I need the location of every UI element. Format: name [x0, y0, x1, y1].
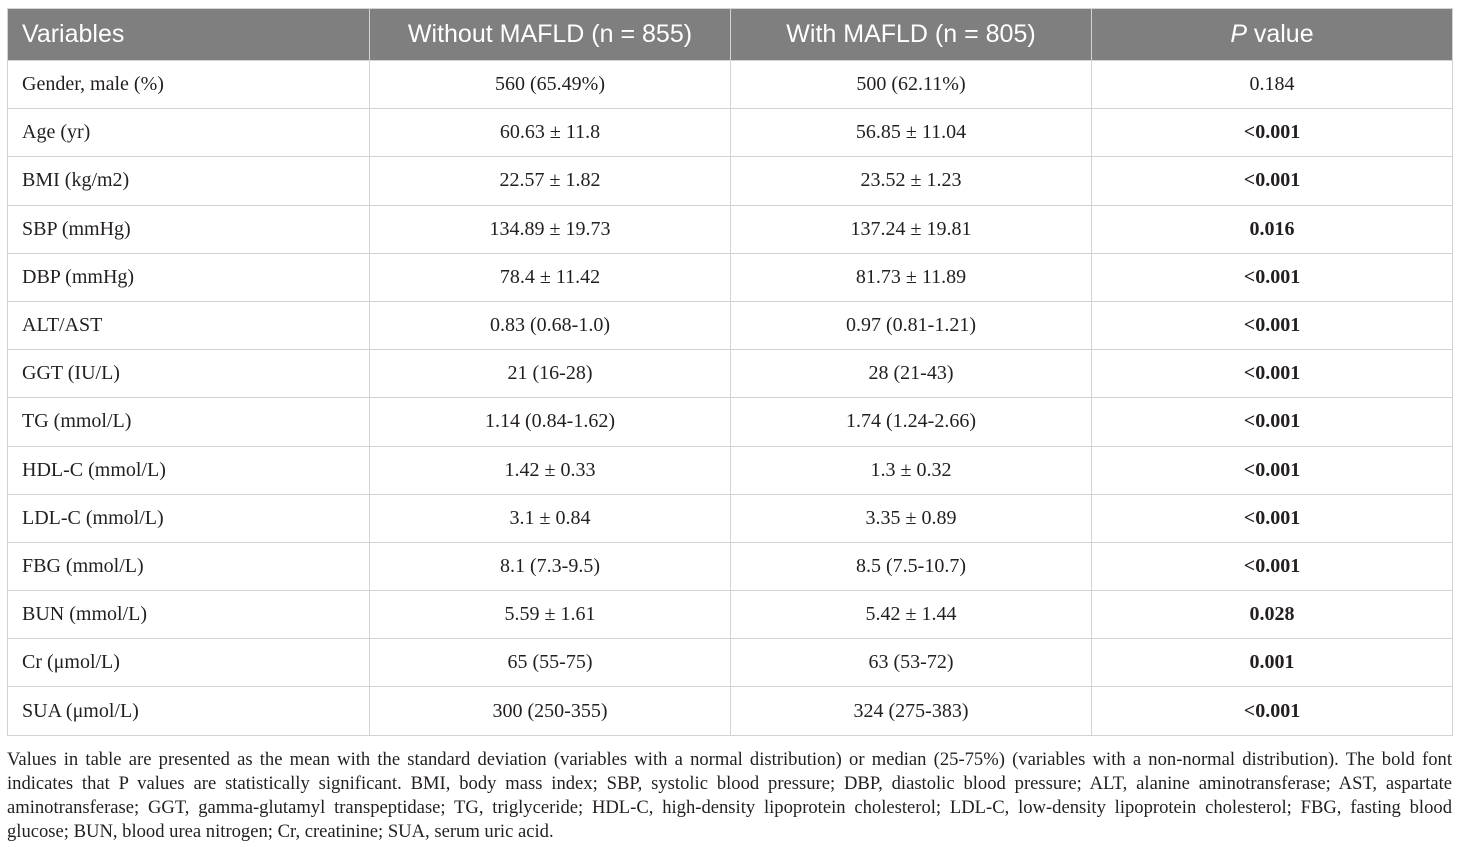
cell-p-value: <0.001: [1091, 493, 1453, 543]
cell-without-mafld: 65 (55-75): [369, 638, 731, 688]
cell-without-mafld: 3.1 ± 0.84: [369, 493, 731, 543]
cell-variable: ALT/AST: [7, 300, 370, 351]
cell-p-value: <0.001: [1091, 349, 1453, 399]
table-row: Cr (μmol/L) 65 (55-75) 63 (53-72) 0.001: [7, 638, 1453, 688]
cell-p-value: <0.001: [1091, 252, 1453, 302]
cell-without-mafld: 1.42 ± 0.33: [369, 445, 731, 495]
cell-with-mafld: 3.35 ± 0.89: [730, 493, 1092, 543]
cell-variable: HDL-C (mmol/L): [7, 445, 370, 495]
table-row: BUN (mmol/L) 5.59 ± 1.61 5.42 ± 1.44 0.028: [7, 590, 1453, 640]
header-without-mafld: Without MAFLD (n = 855): [369, 8, 731, 61]
cell-p-value: <0.001: [1091, 541, 1453, 592]
cell-variable: LDL-C (mmol/L): [7, 493, 370, 543]
cell-variable: GGT (IU/L): [7, 349, 370, 399]
table-row: GGT (IU/L) 21 (16-28) 28 (21-43) <0.001: [7, 349, 1453, 399]
cell-without-mafld: 22.57 ± 1.82: [369, 156, 731, 206]
cell-variable: SUA (μmol/L): [7, 686, 370, 736]
cell-variable: Age (yr): [7, 108, 370, 158]
header-variables: Variables: [7, 8, 370, 61]
table-body: Gender, male (%) 560 (65.49%) 500 (62.11%)…: [7, 59, 1453, 736]
table-row: Gender, male (%) 560 (65.49%) 500 (62.11%)…: [7, 59, 1453, 110]
cell-without-mafld: 21 (16-28): [369, 349, 731, 399]
header-p-italic: P: [1230, 20, 1248, 48]
cell-p-value: 0.028: [1091, 590, 1453, 640]
table-header: Variables Without MAFLD (n = 855) With M…: [7, 8, 1453, 61]
cell-with-mafld: 324 (275-383): [730, 686, 1092, 736]
cell-without-mafld: 560 (65.49%): [369, 59, 731, 110]
table-row: FBG (mmol/L) 8.1 (7.3-9.5) 8.5 (7.5-10.7) <…: [7, 541, 1453, 592]
table-row: ALT/AST 0.83 (0.68-1.0) 0.97 (0.81-1.21) <0…: [7, 300, 1453, 351]
cell-variable: SBP (mmHg): [7, 204, 370, 254]
cell-without-mafld: 8.1 (7.3-9.5): [369, 541, 731, 592]
table-row: LDL-C (mmol/L) 3.1 ± 0.84 3.35 ± 0.89 <0.00…: [7, 493, 1453, 543]
cell-with-mafld: 63 (53-72): [730, 638, 1092, 688]
cell-with-mafld: 8.5 (7.5-10.7): [730, 541, 1092, 592]
cell-p-value: <0.001: [1091, 300, 1453, 351]
table-footnote: Values in table are presented as the mea…: [7, 748, 1452, 842]
cell-p-value: 0.184: [1091, 59, 1453, 110]
cell-with-mafld: 28 (21-43): [730, 349, 1092, 399]
table-row: BMI (kg/m2) 22.57 ± 1.82 23.52 ± 1.23 <0.00…: [7, 156, 1453, 206]
cell-p-value: <0.001: [1091, 686, 1453, 736]
table-row: SBP (mmHg) 134.89 ± 19.73 137.24 ± 19.81 0.…: [7, 204, 1453, 254]
cell-p-value: 0.001: [1091, 638, 1453, 688]
cell-variable: Gender, male (%): [7, 59, 370, 110]
cell-with-mafld: 500 (62.11%): [730, 59, 1092, 110]
table-row: HDL-C (mmol/L) 1.42 ± 0.33 1.3 ± 0.32 <0.00…: [7, 445, 1453, 495]
header-with-mafld: With MAFLD (n = 805): [730, 8, 1092, 61]
cell-p-value: 0.016: [1091, 204, 1453, 254]
cell-with-mafld: 5.42 ± 1.44: [730, 590, 1092, 640]
data-table: Variables Without MAFLD (n = 855) With M…: [7, 8, 1453, 736]
table-container: Variables Without MAFLD (n = 855) With M…: [7, 8, 1453, 844]
cell-p-value: <0.001: [1091, 445, 1453, 495]
cell-without-mafld: 5.59 ± 1.61: [369, 590, 731, 640]
table-row: DBP (mmHg) 78.4 ± 11.42 81.73 ± 11.89 <0.00…: [7, 252, 1453, 302]
cell-with-mafld: 0.97 (0.81-1.21): [730, 300, 1092, 351]
cell-variable: Cr (μmol/L): [7, 638, 370, 688]
table-row: SUA (μmol/L) 300 (250-355) 324 (275-383) <0…: [7, 686, 1453, 736]
cell-p-value: <0.001: [1091, 156, 1453, 206]
cell-without-mafld: 1.14 (0.84-1.62): [369, 397, 731, 447]
cell-variable: DBP (mmHg): [7, 252, 370, 302]
cell-without-mafld: 0.83 (0.68-1.0): [369, 300, 731, 351]
cell-variable: BUN (mmol/L): [7, 590, 370, 640]
cell-without-mafld: 300 (250-355): [369, 686, 731, 736]
cell-without-mafld: 134.89 ± 19.73: [369, 204, 731, 254]
cell-variable: BMI (kg/m2): [7, 156, 370, 206]
cell-without-mafld: 60.63 ± 11.8: [369, 108, 731, 158]
table-header-row: Variables Without MAFLD (n = 855) With M…: [7, 8, 1453, 61]
cell-p-value: <0.001: [1091, 108, 1453, 158]
table-row: Age (yr) 60.63 ± 11.8 56.85 ± 11.04 <0.001: [7, 108, 1453, 158]
header-p-rest: value: [1253, 20, 1314, 48]
cell-without-mafld: 78.4 ± 11.42: [369, 252, 731, 302]
cell-variable: TG (mmol/L): [7, 397, 370, 447]
cell-p-value: <0.001: [1091, 397, 1453, 447]
cell-with-mafld: 1.3 ± 0.32: [730, 445, 1092, 495]
cell-with-mafld: 81.73 ± 11.89: [730, 252, 1092, 302]
cell-with-mafld: 23.52 ± 1.23: [730, 156, 1092, 206]
cell-with-mafld: 137.24 ± 19.81: [730, 204, 1092, 254]
cell-with-mafld: 56.85 ± 11.04: [730, 108, 1092, 158]
cell-variable: FBG (mmol/L): [7, 541, 370, 592]
table-row: TG (mmol/L) 1.14 (0.84-1.62) 1.74 (1.24-2.…: [7, 397, 1453, 447]
cell-with-mafld: 1.74 (1.24-2.66): [730, 397, 1092, 447]
